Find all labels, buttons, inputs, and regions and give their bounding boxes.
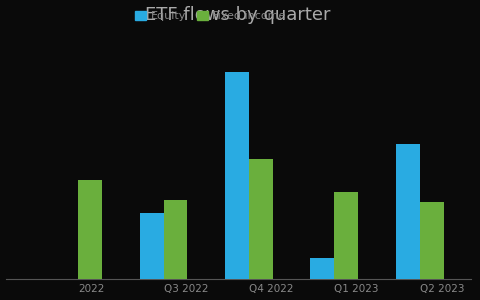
Bar <box>78 180 102 279</box>
Bar <box>334 192 358 279</box>
Bar <box>164 200 187 279</box>
Bar <box>249 159 273 279</box>
Title: ETF flows by quarter: ETF flows by quarter <box>145 6 331 24</box>
Legend: Equity, Fixed income: Equity, Fixed income <box>131 6 290 26</box>
Bar <box>396 144 420 279</box>
Bar <box>140 213 164 279</box>
Bar <box>311 258 334 279</box>
Bar <box>420 202 444 279</box>
Bar <box>225 72 249 279</box>
